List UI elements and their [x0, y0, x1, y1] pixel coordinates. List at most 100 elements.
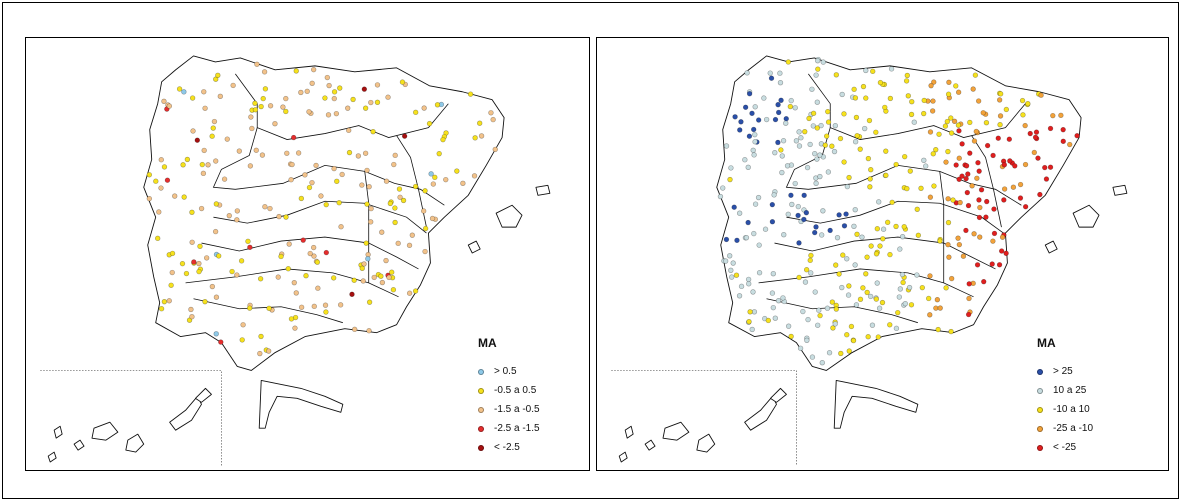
station-marker [310, 244, 317, 251]
station-marker [971, 138, 978, 144]
legend-swatch [1037, 406, 1043, 413]
station-marker [396, 186, 403, 192]
station-marker [752, 139, 758, 145]
station-marker [943, 285, 949, 291]
station-marker [955, 89, 962, 95]
station-marker [213, 76, 219, 82]
station-marker [334, 178, 340, 185]
station-marker [300, 237, 306, 243]
station-marker [198, 205, 205, 212]
station-marker [778, 97, 784, 103]
station-marker [839, 284, 845, 291]
station-marker [965, 171, 971, 177]
station-marker [804, 337, 810, 343]
station-marker [839, 91, 845, 98]
legend-swatch [478, 444, 484, 451]
station-marker [166, 298, 172, 304]
station-marker [1022, 122, 1028, 129]
station-marker [359, 265, 365, 272]
station-marker [775, 139, 781, 146]
legend-label: -2.5 a -1.5 [494, 423, 540, 434]
station-marker [995, 135, 1001, 141]
station-marker [283, 214, 289, 220]
legend-item: < -25 [1037, 438, 1147, 457]
station-marker [169, 250, 176, 257]
station-marker [893, 325, 900, 332]
station-marker [865, 155, 872, 162]
iberia-map-right [611, 55, 1128, 467]
station-marker [1037, 191, 1043, 198]
legend-label: 10 a 25 [1053, 385, 1087, 396]
station-marker [914, 272, 920, 278]
station-marker [829, 299, 836, 305]
station-marker [318, 193, 324, 199]
station-marker [788, 97, 794, 104]
station-marker [212, 228, 219, 235]
station-marker [863, 271, 869, 277]
station-marker [180, 162, 186, 168]
station-marker [868, 167, 874, 173]
station-marker [804, 164, 811, 171]
station-marker [213, 201, 220, 207]
station-marker [803, 267, 810, 273]
station-marker [1042, 164, 1048, 171]
station-marker [189, 95, 196, 101]
station-marker [1022, 161, 1029, 168]
station-marker [365, 256, 371, 262]
station-marker [793, 138, 800, 144]
station-marker [215, 72, 221, 79]
station-marker [292, 325, 298, 331]
station-marker [929, 108, 936, 114]
station-marker [326, 82, 332, 89]
station-marker [795, 212, 801, 219]
mallorca [495, 204, 523, 228]
station-marker [230, 82, 236, 89]
station-marker [921, 110, 927, 117]
station-marker [751, 152, 757, 158]
station-marker [772, 149, 778, 156]
legend-item: > 0.5 [478, 362, 588, 381]
station-marker [426, 120, 433, 127]
station-marker [389, 269, 395, 275]
station-marker [413, 109, 419, 116]
station-marker [843, 211, 849, 217]
station-marker [756, 270, 763, 276]
station-marker [838, 350, 844, 357]
station-marker [262, 204, 268, 210]
station-marker [818, 232, 825, 238]
station-marker [303, 273, 309, 279]
station-marker [392, 152, 398, 159]
station-marker [310, 66, 317, 73]
station-marker [156, 209, 162, 215]
station-marker [869, 322, 876, 328]
legend-item: -0.5 a 0.5 [478, 381, 588, 400]
station-marker [775, 102, 781, 108]
station-marker [966, 295, 972, 302]
station-marker [977, 204, 983, 211]
station-marker [746, 133, 753, 139]
station-marker [975, 98, 982, 104]
station-marker [492, 146, 498, 153]
station-marker [772, 315, 778, 321]
station-marker [1047, 164, 1054, 170]
station-marker [409, 232, 416, 238]
station-marker [306, 184, 313, 191]
station-marker [422, 248, 428, 255]
station-marker [717, 193, 724, 200]
legend-item: 10 a 25 [1037, 381, 1147, 400]
station-marker [779, 153, 785, 159]
station-marker [844, 256, 850, 262]
canary-islands [618, 387, 787, 463]
station-marker [406, 290, 413, 296]
station-marker [412, 288, 419, 294]
station-marker [946, 79, 952, 85]
legend-swatch [478, 368, 484, 375]
station-marker [311, 303, 317, 310]
station-marker [812, 229, 818, 236]
station-marker [806, 115, 812, 122]
station-marker [780, 295, 786, 301]
station-marker [1074, 133, 1080, 139]
station-marker [490, 116, 496, 123]
station-marker [284, 150, 290, 156]
